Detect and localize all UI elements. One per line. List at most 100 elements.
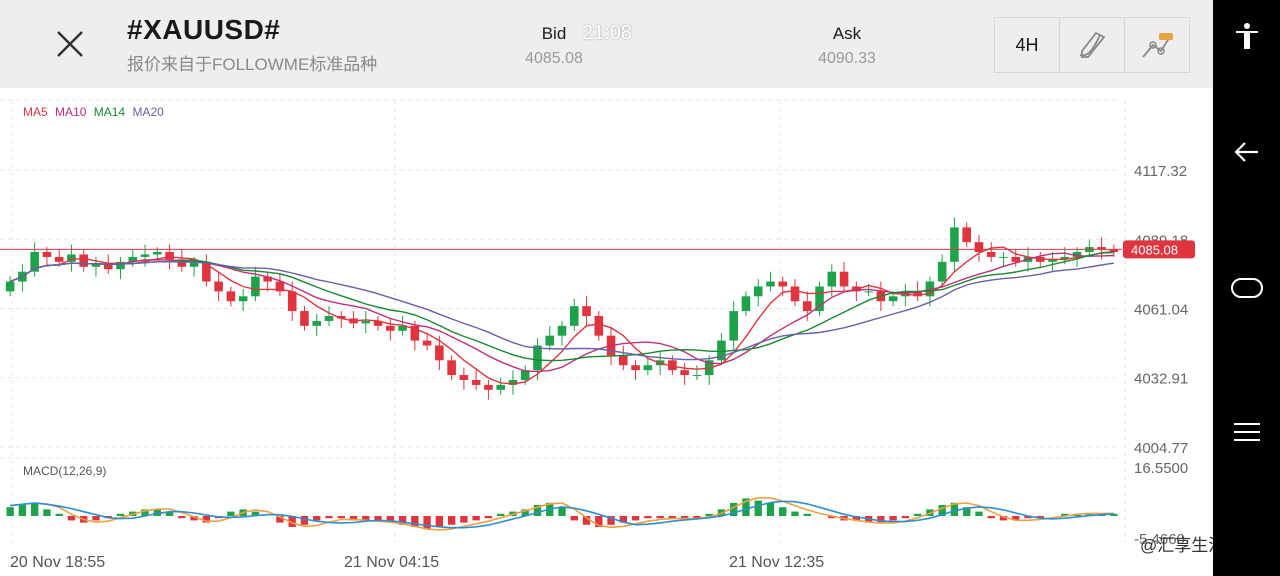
macd-histogram-bar: [963, 507, 971, 516]
system-nav-bar: [1213, 0, 1280, 576]
candle-body: [668, 360, 677, 371]
macd-histogram-bar: [889, 516, 897, 521]
draw-tool-button[interactable]: [1060, 18, 1125, 72]
candle-body: [140, 254, 150, 257]
candle-body: [729, 311, 738, 341]
macd-histogram-bar: [987, 516, 995, 519]
candlestick-chart[interactable]: 4117.324089.184061.044032.914004.774085.…: [0, 88, 1213, 576]
chart-toolbox: 4H: [994, 17, 1190, 73]
macd-signal-line: [10, 500, 1114, 529]
candle-body: [1011, 256, 1021, 262]
candle-body: [545, 335, 555, 346]
macd-histogram-bar: [1061, 513, 1069, 516]
timeframe-button[interactable]: 4H: [995, 18, 1060, 72]
back-button[interactable]: [1227, 132, 1267, 172]
candle-body: [582, 306, 591, 316]
price-tick-label: 4117.32: [1134, 163, 1187, 180]
legend-ma5: MA5: [23, 105, 48, 119]
candle-body: [263, 276, 272, 282]
bid-label: Bid: [541, 24, 567, 43]
macd-histogram-bar: [362, 516, 370, 521]
candle-body: [741, 296, 751, 312]
candle-body: [103, 264, 113, 270]
macd-histogram-bar: [165, 511, 174, 516]
macd-histogram-bar: [766, 502, 775, 516]
macd-histogram-bar: [950, 502, 959, 516]
candle-body: [1048, 259, 1057, 262]
candle-body: [1072, 252, 1082, 257]
candle-body: [153, 252, 162, 255]
macd-histogram-bar: [276, 516, 284, 523]
candle-body: [631, 365, 640, 371]
macd-histogram-bar: [521, 509, 529, 516]
candle-body: [1060, 256, 1070, 260]
macd-histogram-bar: [251, 511, 260, 516]
candle-body: [287, 291, 297, 312]
candle-body: [238, 296, 248, 302]
candle-body: [373, 320, 383, 326]
candle-body: [680, 370, 689, 376]
macd-histogram-bar: [447, 516, 456, 525]
candle-body: [1109, 249, 1119, 253]
macd-histogram-bar: [705, 513, 713, 516]
macd-histogram-bar: [999, 516, 1008, 521]
macd-histogram-bar: [791, 511, 799, 516]
candle-body: [312, 320, 322, 326]
candle-body: [569, 306, 579, 326]
accessibility-button[interactable]: [1227, 16, 1267, 56]
macd-histogram-bar: [1110, 513, 1118, 516]
candle-body: [214, 281, 223, 292]
ma-line-ma10: [9, 252, 1114, 373]
bid-quote: Bid 4085.08: [494, 24, 614, 68]
macd-histogram-bar: [435, 516, 444, 527]
candle-body: [520, 370, 530, 380]
macd-histogram-bar: [288, 516, 296, 527]
price-tick-label: 4032.91: [1134, 371, 1188, 388]
macd-histogram-bar: [742, 498, 750, 516]
macd-histogram-bar: [472, 516, 480, 521]
candle-body: [692, 375, 702, 377]
accessibility-icon: [1236, 23, 1258, 49]
candle-body: [336, 315, 346, 319]
macd-histogram-bar: [828, 516, 836, 519]
candle-body: [594, 315, 604, 336]
macd-histogram-bar: [693, 516, 701, 519]
ma-legend: MA5 MA10 MA14 MA20: [23, 105, 168, 119]
macd-histogram-bar: [349, 516, 358, 521]
candle-body: [508, 379, 518, 385]
current-price-badge: [1123, 240, 1195, 259]
home-button[interactable]: [1227, 268, 1267, 308]
candle-body: [202, 261, 211, 282]
macd-histogram-bar: [313, 516, 321, 521]
candle-body: [717, 340, 726, 361]
candle-body: [999, 256, 1008, 258]
current-price-badge-text: 4085.08: [1131, 242, 1178, 257]
macd-axis-top-label: 16.5500: [1134, 460, 1188, 477]
indicator-button[interactable]: [1125, 18, 1189, 72]
macd-histogram-bar: [116, 513, 125, 516]
candle-body: [888, 296, 898, 302]
candle-body: [128, 256, 138, 262]
macd-histogram-bar: [178, 516, 186, 519]
macd-histogram-bar: [190, 516, 198, 521]
macd-histogram-bar: [754, 500, 762, 516]
candle-body: [361, 320, 371, 324]
indicator-icon: [1142, 33, 1173, 58]
candle-body: [950, 227, 959, 262]
candle-body: [496, 384, 505, 390]
candle-body: [937, 261, 947, 282]
price-tick-label: 4061.04: [1134, 302, 1188, 319]
candle-body: [116, 261, 125, 270]
candle-body: [435, 345, 444, 361]
legend-ma14: MA14: [93, 105, 126, 119]
macd-histogram-bar: [141, 509, 149, 516]
close-button[interactable]: [52, 26, 88, 62]
macd-histogram-bar: [325, 516, 333, 519]
candle-body: [324, 315, 334, 321]
macd-histogram-bar: [386, 516, 394, 523]
macd-histogram-bar: [595, 516, 603, 527]
menu-button[interactable]: [1227, 412, 1267, 452]
candle-body: [79, 254, 89, 267]
time-axis-label: 21 Nov 12:35: [729, 554, 824, 571]
macd-histogram-bar: [852, 516, 861, 521]
